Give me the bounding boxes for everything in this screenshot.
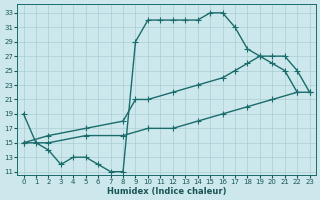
X-axis label: Humidex (Indice chaleur): Humidex (Indice chaleur) — [107, 187, 226, 196]
